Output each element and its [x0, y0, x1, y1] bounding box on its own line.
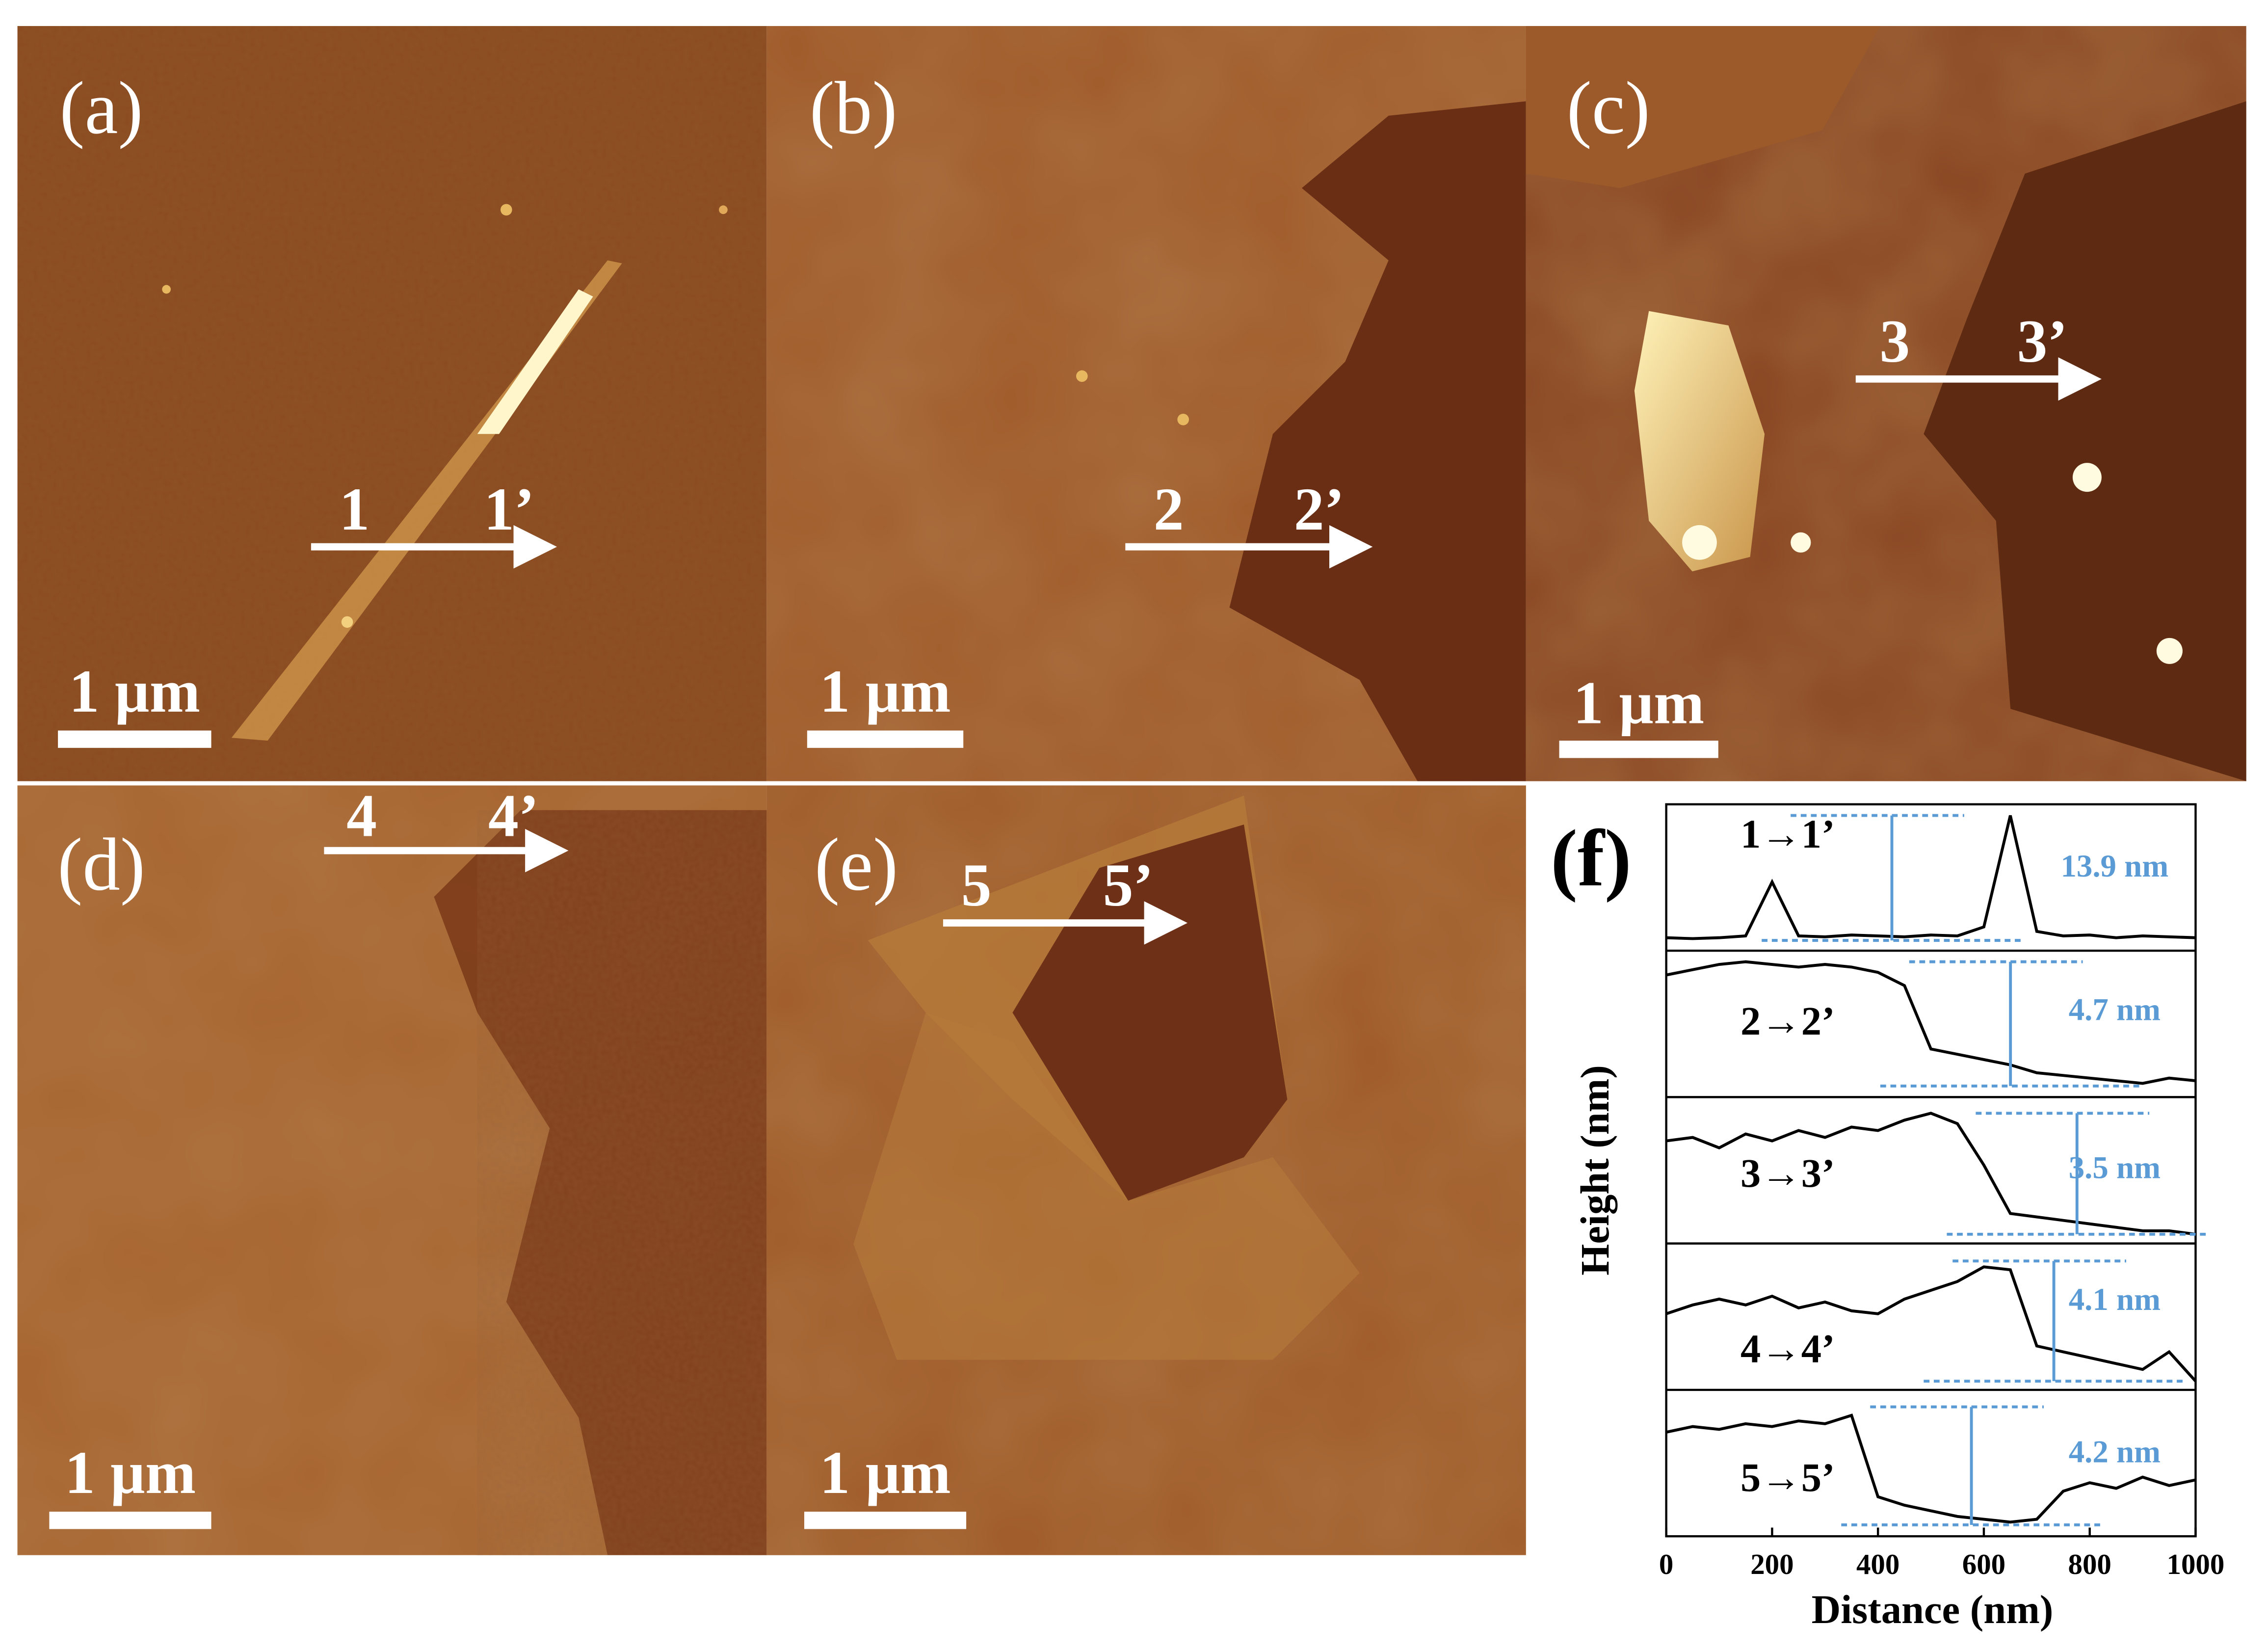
step-label: 4.1 nm — [2069, 1282, 2161, 1317]
scale-bars — [49, 730, 1718, 1529]
x-tick-label: 800 — [2068, 1548, 2111, 1580]
scale-bar-label: 1 µm — [819, 658, 950, 725]
profile-end: 3’ — [2017, 308, 2067, 375]
profile-line — [1666, 1413, 2196, 1524]
x-tick-label: 400 — [1856, 1548, 1899, 1580]
scale-bar-label: 1 µm — [819, 1439, 950, 1506]
step-label: 3.5 nm — [2069, 1150, 2161, 1185]
x-tick-label: 0 — [1659, 1548, 1673, 1580]
series-label: 1→1’ — [1741, 811, 1835, 856]
profile-chart: 13.9 nm 1→1’ 4.7 nm 2→2’ 3.5 nm 3→3’ 4.1 nm 4→4… — [1659, 803, 2224, 1580]
panel-label: (f) — [1551, 813, 1632, 903]
profile-start: 5 — [961, 852, 992, 919]
scale-bar-label: 1 µm — [69, 658, 200, 725]
scale-bar-label: 1 µm — [1573, 669, 1704, 737]
afm-image-d — [17, 785, 767, 1555]
profile-start: 1 — [339, 476, 369, 543]
profile-arrows — [311, 357, 2102, 945]
plot-frame — [1665, 803, 2197, 1538]
x-tick-label: 1000 — [2166, 1548, 2224, 1580]
profile-end: 1’ — [484, 476, 534, 543]
series-label: 2→2’ — [1741, 998, 1835, 1043]
afm-image-b — [766, 26, 1526, 781]
series-label: 3→3’ — [1741, 1150, 1835, 1196]
panel-label: (e) — [815, 823, 898, 906]
x-tick-label: 200 — [1750, 1548, 1793, 1580]
profile-start: 2 — [1154, 476, 1184, 543]
profile-end: 4’ — [488, 782, 539, 850]
profile-end: 5’ — [1103, 852, 1154, 919]
step-label: 4.2 nm — [2069, 1434, 2161, 1469]
step-label: 4.7 nm — [2069, 992, 2161, 1028]
y-axis-title: Height (nm) — [1572, 1065, 1617, 1276]
panel-label: (b) — [810, 66, 897, 150]
profile-start: 3 — [1879, 308, 1910, 375]
panel-label: (c) — [1567, 66, 1650, 150]
afm-image-c — [1526, 26, 2246, 781]
scale-bar-label: 1 µm — [65, 1439, 196, 1506]
profile-line — [1666, 815, 2196, 940]
series-label: 5→5’ — [1741, 1455, 1835, 1500]
series-label: 4→4’ — [1741, 1326, 1835, 1371]
x-axis-title: Distance (nm) — [1812, 1587, 2054, 1632]
afm-image-a — [17, 26, 767, 781]
profile-line — [1666, 1112, 2196, 1236]
x-tick-label: 600 — [1962, 1548, 2005, 1580]
panel-label: (a) — [59, 66, 143, 150]
profile-line — [1666, 960, 2196, 1085]
panel-label: (d) — [57, 823, 145, 906]
profile-end: 2’ — [1294, 476, 1345, 543]
profile-line — [1665, 1265, 2197, 1383]
step-label: 13.9 nm — [2061, 849, 2169, 884]
profile-start: 4 — [346, 782, 377, 850]
